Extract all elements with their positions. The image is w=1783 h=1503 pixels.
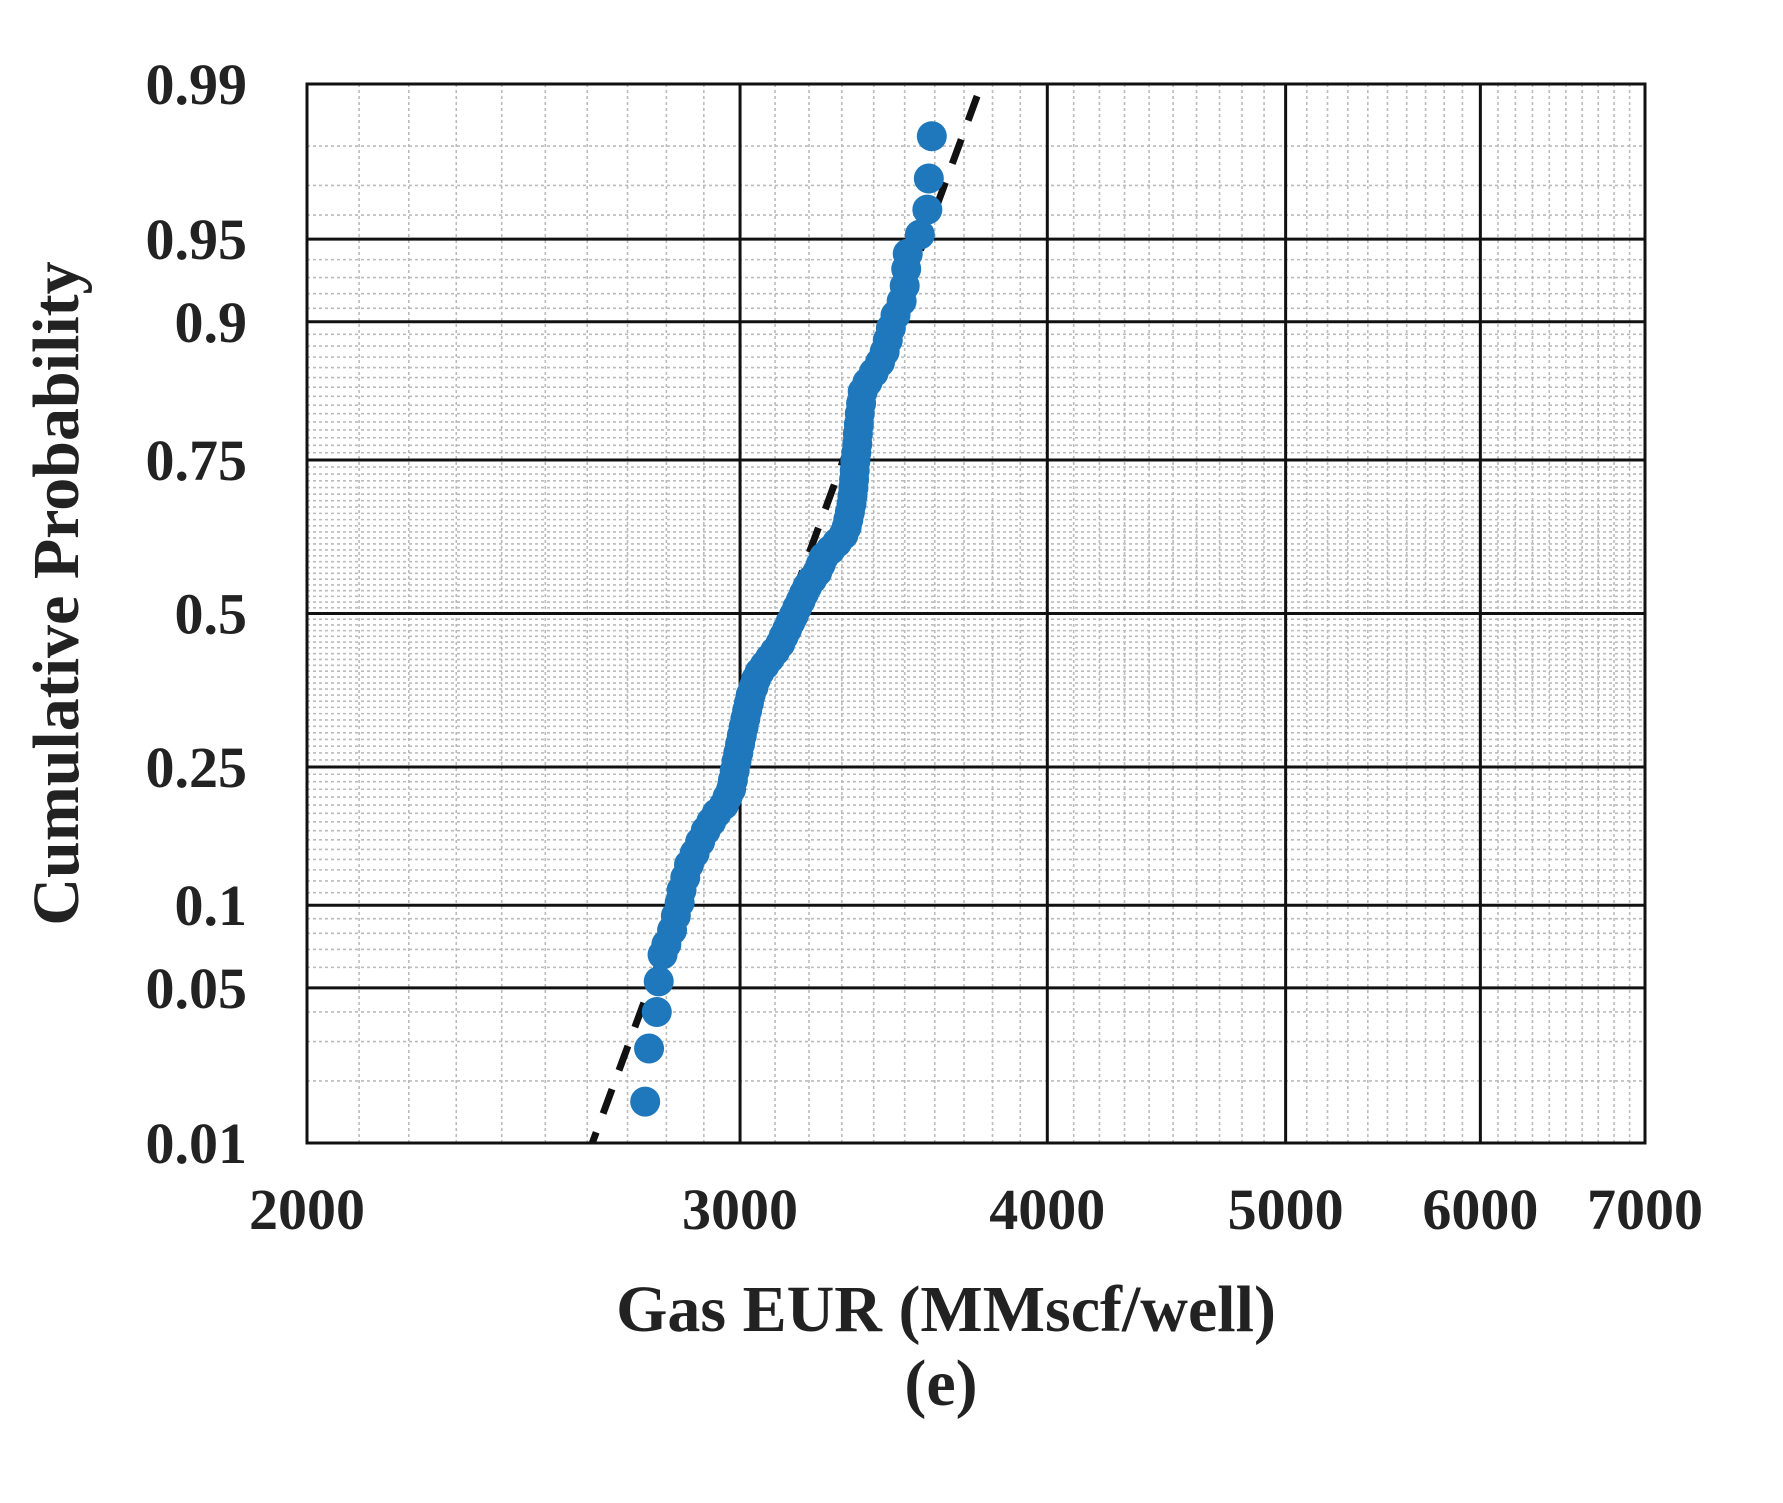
data-points <box>630 121 947 1117</box>
y-tick-label: 0.5 <box>175 582 248 647</box>
y-axis-title: Cumulative Probability <box>20 261 93 925</box>
major-grid <box>307 84 1645 1143</box>
x-tick-label: 4000 <box>989 1177 1105 1242</box>
y-tick-labels: 0.01 0.05 0.1 0.25 0.5 0.75 0.9 0.95 0.99 <box>146 52 248 1176</box>
data-point <box>630 1086 661 1117</box>
x-tick-label: 3000 <box>682 1177 798 1242</box>
y-tick-label: 0.75 <box>146 428 248 493</box>
data-point <box>641 996 672 1027</box>
y-tick-label: 0.99 <box>146 52 248 117</box>
data-point <box>904 219 935 250</box>
data-point <box>913 163 944 194</box>
data-point <box>916 121 947 152</box>
plot-area-frame <box>305 82 1647 1145</box>
x-tick-labels: 2000 3000 4000 5000 6000 7000 <box>249 1177 1703 1242</box>
x-tick-label: 5000 <box>1228 1177 1344 1242</box>
y-tick-label: 0.9 <box>175 290 248 355</box>
y-tick-label: 0.05 <box>146 956 248 1021</box>
data-point <box>634 1033 665 1064</box>
y-tick-label: 0.25 <box>146 735 248 800</box>
x-tick-label: 6000 <box>1422 1177 1538 1242</box>
y-tick-label: 0.01 <box>146 1111 248 1176</box>
y-tick-label: 0.1 <box>175 873 248 938</box>
panel-label: (e) <box>904 1347 977 1420</box>
x-tick-label: 7000 <box>1587 1177 1703 1242</box>
y-tick-label: 0.95 <box>146 207 248 272</box>
data-point <box>912 194 943 225</box>
x-tick-label: 2000 <box>249 1177 365 1242</box>
x-axis-title: Gas EUR (MMscf/well) <box>616 1273 1276 1346</box>
data-point <box>643 966 674 997</box>
